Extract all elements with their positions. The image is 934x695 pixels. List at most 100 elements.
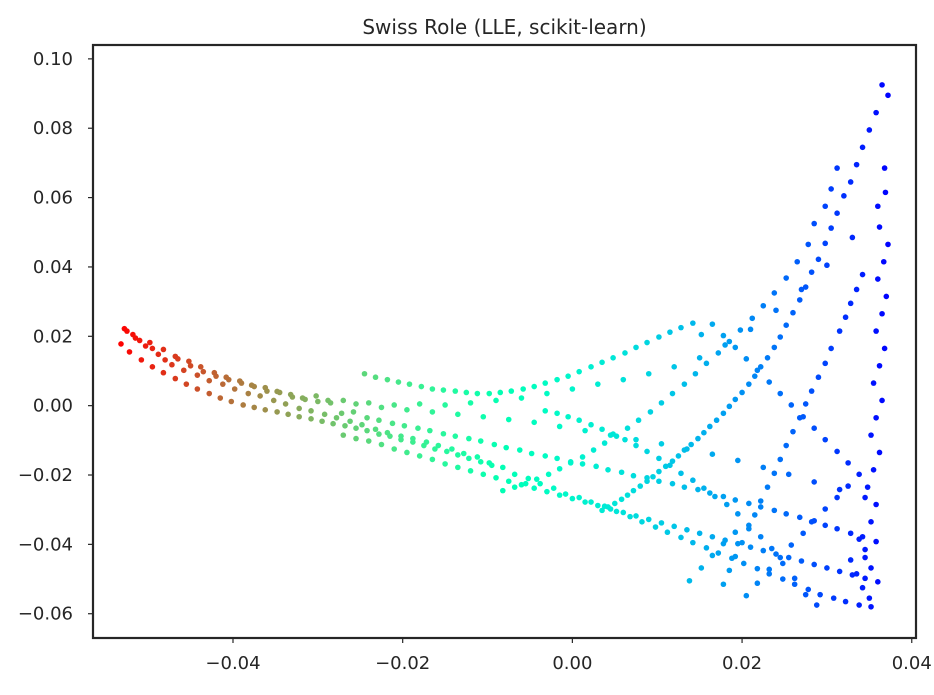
scatter-point [404,407,410,413]
scatter-point [834,210,840,216]
scatter-point [296,413,302,420]
scatter-point [811,561,817,568]
scatter-point [822,203,829,210]
scatter-point [866,595,873,601]
scatter-point [715,550,722,556]
scatter-point [715,350,722,356]
scatter-point [542,453,549,459]
scatter-point [739,389,745,396]
scatter-point [493,474,499,481]
scatter-point [723,501,730,508]
scatter-point [477,438,484,444]
scatter-point [740,560,747,567]
scatter-point [652,524,659,530]
scatter-point [610,355,616,361]
scatter-point [620,509,627,516]
scatter-point [262,407,269,413]
scatter-point [378,441,385,448]
scatter-point [435,442,442,449]
scatter-point [236,378,243,384]
scatter-point [707,423,713,430]
scatter-point [862,546,868,553]
x-axis: −0.04 −0.02 0.00 0.02 0.04 [205,638,932,674]
scatter-point [333,414,340,421]
x-tick-label: 0.00 [552,653,592,674]
scatter-point [544,390,550,397]
scatter-point [398,436,404,443]
scatter-point [315,398,321,405]
scatter-point [822,522,829,529]
scatter-point [808,269,815,275]
x-tick-label: 0.04 [892,653,932,674]
scatter-point [595,381,601,387]
scatter-point [701,485,707,491]
scatter-point [658,520,665,526]
scatter-point [815,374,822,381]
scatter-point [698,331,705,338]
scatter-point [599,426,605,433]
scatter-point [593,463,599,470]
scatter-point [739,539,745,546]
scatter-point [757,364,764,370]
scatter-point [760,302,767,309]
scatter-point [579,454,586,460]
scatter-point [633,344,639,351]
scatter-point [569,495,576,502]
scatter-point [802,284,809,290]
points-layer [118,82,891,610]
scatter-point [245,390,252,397]
scatter-point [518,481,525,488]
scatter-point [880,258,887,265]
scatter-point [410,439,416,445]
scatter-point [217,395,224,401]
scatter-point [859,144,866,151]
scatter-point [658,400,665,406]
scatter-point [692,370,699,377]
scatter-point [777,554,784,561]
scatter-point [875,203,881,210]
scatter-point [695,435,701,442]
scatter-point [751,512,758,518]
scatter-point [732,396,739,403]
scatter-point [427,427,433,434]
scatter-point [842,598,849,605]
scatter-point [321,411,328,418]
scatter-point [773,307,779,314]
scatter-point [754,580,761,587]
scatter-point [669,390,676,397]
scatter-point [364,414,370,421]
scatter-point [777,334,784,340]
scatter-point [779,560,786,567]
scatter-point [588,499,594,505]
scatter-point [709,451,716,458]
scatter-point [777,390,784,397]
scatter-point [520,386,526,392]
scatter-point [449,446,455,452]
scatter-point [588,364,594,370]
scatter-point [421,442,427,449]
scatter-point [330,420,336,427]
scatter-point [681,447,688,453]
scatter-point [270,397,277,404]
scatter-point [791,581,798,588]
scatter-point [531,485,537,491]
scatter-point [319,418,325,425]
scatter-point [722,342,728,348]
scatter-point [613,433,620,439]
scatter-point [853,286,860,293]
scatter-point [696,530,703,537]
scatter-point [440,430,447,437]
scatter-point [308,408,314,414]
scatter-point [505,416,512,423]
scatter-point [790,309,796,316]
scatter-point [709,533,716,540]
scatter-point [287,391,294,398]
scatter-point [500,487,506,494]
scatter-point [599,359,605,366]
scatter-point [836,486,843,493]
scatter-point [285,411,291,418]
plot-frame [91,43,918,640]
scatter-point [834,494,840,501]
scatter-point [788,542,795,548]
